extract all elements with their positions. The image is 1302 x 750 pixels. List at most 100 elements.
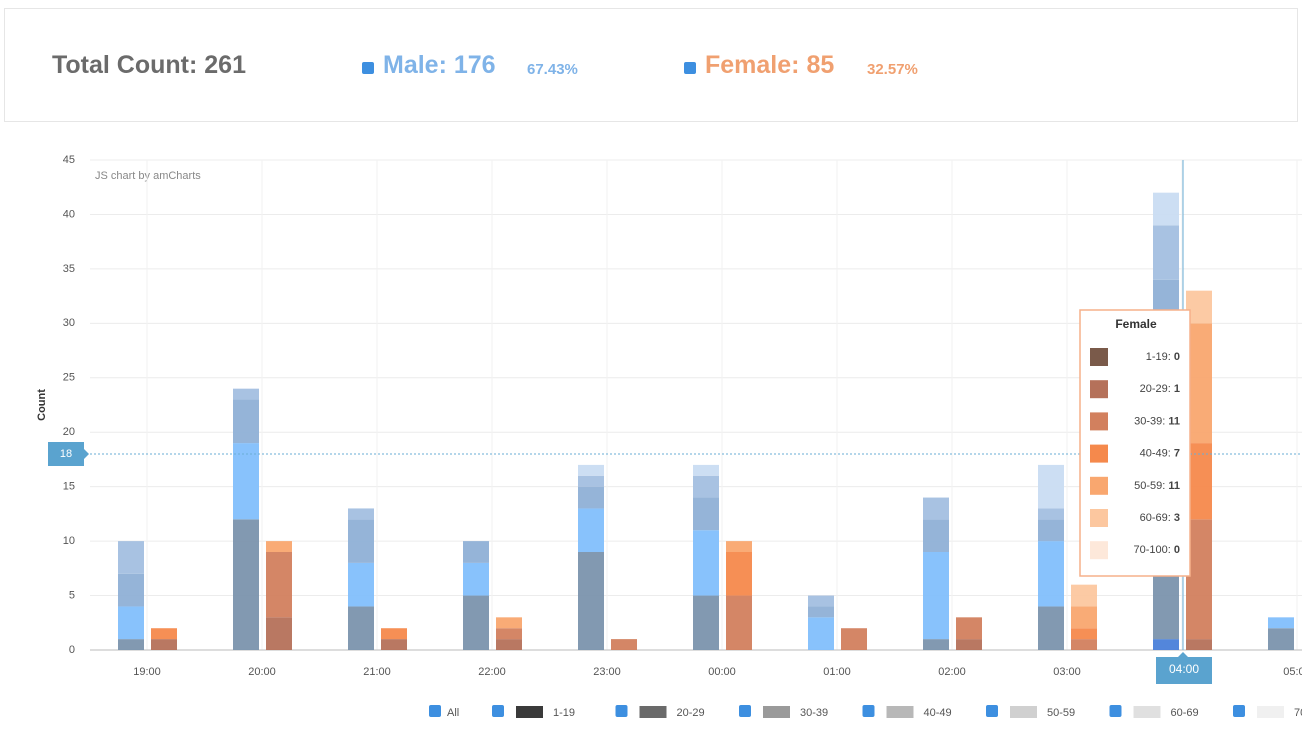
bar-segment — [348, 606, 374, 650]
x-tick-label: 02:00 — [938, 666, 966, 678]
bar-segment — [118, 606, 144, 640]
male-count: Male: 176 — [383, 51, 496, 80]
cursor-x-label: 04:00 — [1169, 662, 1199, 676]
bar-segment — [266, 541, 292, 552]
bar-segment — [348, 562, 374, 607]
legend-checkbox[interactable] — [862, 705, 875, 717]
x-tick-label: 21:00 — [363, 666, 391, 678]
tooltip-swatch — [1090, 412, 1108, 431]
tooltip-swatch — [1090, 509, 1108, 527]
tooltip-row-value: 11 — [1168, 480, 1180, 492]
x-tick-label: 03:00 — [1053, 666, 1081, 678]
bar-segment — [233, 399, 259, 444]
tooltip-swatch — [1090, 541, 1108, 560]
tooltip-row-value: 0 — [1174, 544, 1180, 556]
cursor-y-label: 18 — [60, 448, 72, 460]
tooltip-row-name: 30-39 — [1134, 415, 1162, 427]
legend-swatch — [1010, 706, 1037, 718]
bar-segment — [693, 475, 719, 498]
tooltip-row: 60-69: 3 — [1140, 512, 1180, 524]
tooltip-swatch — [1090, 476, 1108, 495]
bar-segment — [496, 639, 522, 650]
tooltip-row: 20-29: 1 — [1140, 383, 1180, 395]
legend-swatch — [886, 706, 914, 718]
bar-segment — [1038, 519, 1064, 542]
tooltip-swatch — [1090, 444, 1108, 463]
bar-segment — [1153, 225, 1179, 280]
female-checkbox[interactable] — [684, 62, 696, 74]
tooltip-row-name: 40-49 — [1140, 448, 1168, 460]
bar-segment — [956, 617, 982, 640]
cursor-x-pointer — [1178, 652, 1188, 657]
tooltip-row: 40-49: 7 — [1140, 448, 1180, 460]
legend-checkbox[interactable] — [1233, 705, 1245, 717]
y-tick-label: 35 — [63, 263, 75, 275]
bar-segment — [578, 552, 604, 650]
legend-label: 30-39 — [800, 707, 828, 719]
legend-swatch — [763, 706, 790, 718]
male-checkbox[interactable] — [362, 62, 374, 74]
tooltip-row-colon: : — [1168, 512, 1174, 524]
tooltip-row-value: 3 — [1174, 512, 1180, 524]
female-percent: 32.57% — [867, 61, 918, 78]
y-axis-title: Count — [36, 389, 48, 421]
bar-segment — [726, 552, 752, 596]
legend-checkbox[interactable] — [739, 705, 751, 717]
x-tick-label: 01:00 — [823, 666, 851, 678]
cursor-y-pointer — [84, 449, 89, 459]
bar-segment — [348, 508, 374, 520]
watermark: JS chart by amCharts — [95, 170, 201, 182]
bar-segment — [1038, 508, 1064, 520]
bar-segment — [151, 639, 177, 650]
bar-segment — [348, 519, 374, 563]
male-value: 176 — [453, 51, 496, 79]
legend-swatch — [1257, 706, 1284, 718]
y-tick-label: 5 — [69, 589, 75, 601]
tooltip-row-colon: : — [1168, 544, 1174, 556]
legend-label: 50-59 — [1047, 707, 1075, 719]
tooltip-swatch — [1090, 380, 1108, 399]
tooltip-row-value: 0 — [1174, 351, 1180, 363]
bar-segment — [233, 519, 259, 650]
legend-checkbox[interactable] — [1109, 705, 1122, 717]
x-tick-label: 20:00 — [248, 666, 276, 678]
bar-segment — [923, 639, 949, 650]
female-label: Female: — [705, 51, 800, 79]
legend-checkbox[interactable] — [986, 705, 998, 717]
bar-segment — [496, 617, 522, 629]
bar-segment — [1038, 606, 1064, 650]
bar-segment — [463, 541, 489, 563]
bar-segment — [266, 617, 292, 650]
legend-label: 60-69 — [1171, 707, 1199, 719]
bar-segment — [118, 541, 144, 574]
x-tick-label: 05:00 — [1283, 666, 1302, 678]
bar-segment — [118, 639, 144, 650]
legend-checkbox[interactable] — [615, 705, 628, 717]
bar-segment — [578, 486, 604, 509]
tooltip-row-colon: : — [1168, 448, 1174, 460]
bar-segment — [923, 552, 949, 640]
bar-segment — [151, 628, 177, 640]
bar-segment — [381, 628, 407, 640]
bar-segment — [578, 475, 604, 487]
bar-segment — [693, 595, 719, 650]
tooltip-row-name: 60-69 — [1140, 512, 1168, 524]
bar-segment — [923, 519, 949, 552]
bar-segment — [1268, 617, 1294, 629]
legend-checkbox[interactable] — [429, 705, 441, 717]
tooltip-row: 1-19: 0 — [1146, 351, 1180, 363]
bar-segment — [1186, 639, 1212, 650]
cursor-x-box — [1156, 657, 1212, 684]
bar-segment — [578, 464, 604, 476]
tooltip-row-value: 1 — [1174, 383, 1180, 395]
y-tick-label: 40 — [63, 208, 75, 220]
bar-segment — [463, 595, 489, 650]
tooltip-row-value: 11 — [1168, 415, 1180, 427]
bar-segment — [1038, 464, 1064, 509]
bar-segment — [496, 628, 522, 640]
bar-segment — [693, 497, 719, 531]
bar-segment — [233, 388, 259, 400]
legend-checkbox[interactable] — [492, 705, 504, 717]
bar-segment — [726, 541, 752, 552]
